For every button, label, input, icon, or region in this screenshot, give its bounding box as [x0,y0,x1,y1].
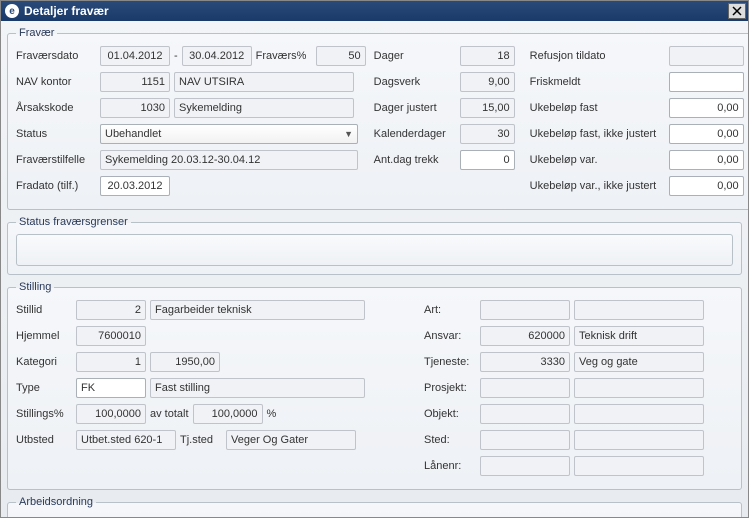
input-arsak-navn[interactable]: Sykemelding [174,98,354,118]
value-dager: 18 [460,46,515,66]
content: Fravær Fraværsdato 01.04.2012 - 30.04.20… [1,21,748,517]
section-stilling: Stilling Stillid 2 Fagarbeider teknisk H… [7,281,742,490]
input-type-kode[interactable]: FK [76,378,146,398]
legend-fravar: Fravær [16,27,57,39]
legend-arbeid: Arbeidsordning [16,496,96,508]
label-dagsverk: Dagsverk [374,76,456,88]
value-refusjon [669,46,744,66]
value-stillingspct: 100,0000 [76,404,146,424]
label-dash: - [174,50,178,62]
input-uke-fast-ij[interactable]: 0,00 [669,124,744,144]
label-art: Art: [424,304,476,316]
label-objekt: Objekt: [424,408,476,420]
value-objekt [480,404,570,424]
input-uke-var-ij[interactable]: 0,00 [669,176,744,196]
value-sted [480,430,570,450]
app-icon: e [5,4,19,18]
label-tilfelle: Fraværstilfelle [16,154,96,166]
value-sted-text [574,430,704,450]
legend-stilling: Stilling [16,281,54,293]
value-ansvar: 620000 [480,326,570,346]
value-kategori-val: 1950,00 [150,352,220,372]
label-stillingspct: Stillings% [16,408,72,420]
value-art-text [574,300,704,320]
close-button[interactable] [728,3,746,19]
label-lanenr: Lånenr: [424,460,476,472]
value-stillid-text: Fagarbeider teknisk [150,300,365,320]
chevron-down-icon: ▼ [344,125,353,143]
input-friskmeldt[interactable] [669,72,744,92]
titlebar: e Detaljer fravær [1,1,748,21]
input-nav-kode[interactable]: 1151 [100,72,170,92]
label-uke-var-ij: Ukebeløp var., ikke justert [530,180,665,192]
label-prosjekt: Prosjekt: [424,382,476,394]
label-ansvar: Ansvar: [424,330,476,342]
window-title: Detaljer fravær [24,4,728,18]
value-utbsted: Utbet.sted 620-1 [76,430,176,450]
input-tilfelle[interactable]: Sykemelding 20.03.12-30.04.12 [100,150,358,170]
section-status-grenser: Status fraværsgrenser [7,216,742,275]
value-tjeneste-text: Veg og gate [574,352,704,372]
input-ant-dag-trekk[interactable]: 0 [460,150,515,170]
label-tjsted: Tj.sted [180,434,222,446]
label-fravarspct: Fraværs% [256,50,312,62]
value-ansvar-text: Teknisk drift [574,326,704,346]
label-nav-kontor: NAV kontor [16,76,96,88]
label-pct: % [267,408,277,420]
value-totalt: 100,0000 [193,404,263,424]
label-status: Status [16,128,96,140]
select-status[interactable]: Ubehandlet ▼ [100,124,358,144]
label-utbsted: Utbsted [16,434,72,446]
label-dager-justert: Dager justert [374,102,456,114]
value-prosjekt-text [574,378,704,398]
label-ant-dag-trekk: Ant.dag trekk [374,154,456,166]
label-av-totalt: av totalt [150,408,189,420]
value-stillid: 2 [76,300,146,320]
label-fravarsdato: Fraværsdato [16,50,96,62]
value-lanenr [480,456,570,476]
section-fravar: Fravær Fraværsdato 01.04.2012 - 30.04.20… [7,27,748,210]
input-fravarspct[interactable]: 50 [316,46,366,66]
label-stillid: Stillid [16,304,72,316]
input-uke-var[interactable]: 0,00 [669,150,744,170]
value-prosjekt [480,378,570,398]
label-hjemmel: Hjemmel [16,330,72,342]
label-uke-fast: Ukebeløp fast [530,102,665,114]
legend-status-grenser: Status fraværsgrenser [16,216,131,228]
label-fradato: Fradato (tilf.) [16,180,96,192]
input-fradato-tilf[interactable]: 20.03.2012 [100,176,170,196]
value-type-text: Fast stilling [150,378,365,398]
value-kategori: 1 [76,352,146,372]
label-arsakskode: Årsakskode [16,102,96,114]
input-uke-fast[interactable]: 0,00 [669,98,744,118]
value-dagsverk: 9,00 [460,72,515,92]
value-tjeneste: 3330 [480,352,570,372]
section-arbeid: Arbeidsordning Mandag Tirsdag Onsdag Tor… [7,496,742,517]
label-type: Type [16,382,72,394]
input-til-dato[interactable]: 30.04.2012 [182,46,252,66]
label-friskmeldt: Friskmeldt [530,76,665,88]
input-arsak-kode[interactable]: 1030 [100,98,170,118]
select-status-value: Ubehandlet [105,125,161,143]
window: e Detaljer fravær Fravær Fraværsdato 01.… [0,0,749,518]
label-dager: Dager [374,50,456,62]
input-nav-navn[interactable]: NAV UTSIRA [174,72,354,92]
value-hjemmel: 7600010 [76,326,146,346]
value-tjsted: Veger Og Gater [226,430,356,450]
value-dager-justert: 15,00 [460,98,515,118]
label-uke-fast-ij: Ukebeløp fast, ikke justert [530,128,665,140]
label-refusjon: Refusjon tildato [530,50,665,62]
value-lanenr-text [574,456,704,476]
value-art [480,300,570,320]
label-kategori: Kategori [16,356,72,368]
value-kalenderdager: 30 [460,124,515,144]
label-tjeneste: Tjeneste: [424,356,476,368]
label-uke-var: Ukebeløp var. [530,154,665,166]
status-grenser-area [16,234,733,266]
label-sted: Sted: [424,434,476,446]
label-kalenderdager: Kalenderdager [374,128,456,140]
value-objekt-text [574,404,704,424]
input-fra-dato[interactable]: 01.04.2012 [100,46,170,66]
